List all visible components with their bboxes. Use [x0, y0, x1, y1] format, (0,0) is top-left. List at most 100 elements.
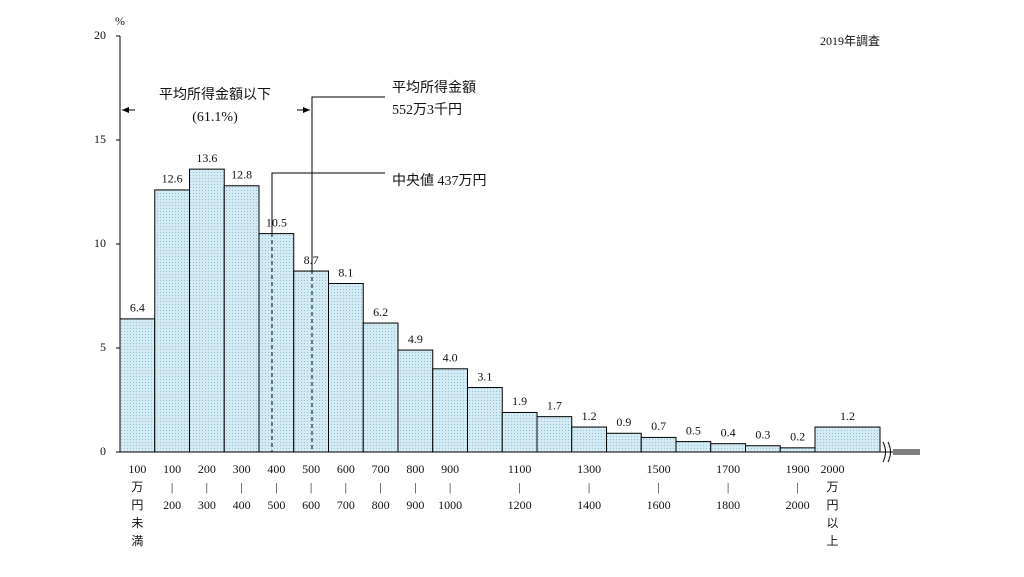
- median-label: 中央値 437万円: [392, 173, 487, 189]
- x-tick-label: 400: [267, 462, 285, 476]
- x-tick-label: 500: [267, 498, 285, 512]
- value-label: 0.5: [686, 423, 701, 437]
- bar: [536, 416, 573, 453]
- value-label: 13.6: [196, 151, 217, 165]
- x-tick-label: 1200: [508, 498, 532, 512]
- x-tick-label: 500: [302, 462, 320, 476]
- x-tick-label: 1600: [647, 498, 671, 512]
- bar: [189, 168, 225, 453]
- x-tick-label: |: [310, 480, 312, 494]
- value-label: 12.8: [231, 168, 252, 182]
- bar: [397, 349, 434, 453]
- bar: [432, 368, 468, 453]
- x-tick-label: 600: [302, 498, 320, 512]
- bar: [119, 318, 156, 453]
- y-tick-label: 20: [94, 28, 106, 42]
- x-tick-label: 円: [131, 498, 143, 512]
- value-label: 6.2: [373, 305, 388, 319]
- value-label: 0.7: [651, 419, 666, 433]
- y-tick-label: 0: [100, 444, 106, 458]
- x-tick-label: |: [657, 480, 659, 494]
- x-tick-label: 200: [163, 498, 181, 512]
- x-tick-label: 100: [163, 462, 181, 476]
- below-mean-label: 平均所得金額以下: [159, 86, 271, 103]
- x-tick-label: 1800: [716, 498, 740, 512]
- x-tick-label: 未: [131, 516, 143, 530]
- x-tick-label: 以: [826, 516, 838, 530]
- x-tick-label: 900: [441, 462, 459, 476]
- bar: [293, 270, 329, 453]
- value-label: 12.6: [162, 172, 183, 186]
- axis-break: [880, 441, 920, 463]
- y-tick-label: 5: [100, 340, 106, 354]
- value-label: 1.9: [512, 394, 527, 408]
- x-tick-label: |: [206, 480, 208, 494]
- x-tick-label: 700: [337, 498, 355, 512]
- x-tick-label: |: [379, 480, 381, 494]
- x-tick-label: |: [275, 480, 277, 494]
- median-leader: [271, 172, 385, 233]
- x-tick-label: 2000: [786, 498, 810, 512]
- value-label: 0.2: [790, 430, 805, 444]
- y-axis-label: %: [115, 14, 125, 28]
- y-tick-label: 10: [94, 236, 106, 250]
- mean-label: 平均所得金額: [392, 79, 476, 96]
- value-label: 4.0: [443, 351, 458, 365]
- x-tick-label: 2000: [821, 462, 845, 476]
- x-tick-label: |: [240, 480, 242, 494]
- x-tick-label: |: [588, 480, 590, 494]
- mean-leader: [311, 96, 385, 270]
- value-label: 1.2: [582, 409, 597, 423]
- bar: [745, 445, 781, 453]
- x-tick-label: 600: [337, 462, 355, 476]
- x-tick-label: |: [727, 480, 729, 494]
- value-label: 0.3: [755, 428, 770, 442]
- y-tick-label: 15: [94, 132, 106, 146]
- bar: [154, 189, 190, 453]
- x-tick-label: 300: [233, 462, 251, 476]
- x-tick-label: 300: [198, 498, 216, 512]
- x-tick-label: |: [345, 480, 347, 494]
- bar: [779, 447, 816, 453]
- x-tick-label: 1300: [577, 462, 601, 476]
- x-tick-label: 円: [826, 498, 838, 512]
- x-tick-label: |: [449, 480, 451, 494]
- bar: [258, 233, 295, 453]
- value-label: 3.1: [477, 369, 492, 383]
- bar: [467, 387, 503, 453]
- value-label: 1.7: [547, 398, 562, 412]
- x-tick-label: 上: [826, 534, 838, 548]
- value-label: 10.5: [266, 215, 287, 229]
- mean-value: 552万3千円: [392, 102, 462, 118]
- x-tick-label: 1400: [577, 498, 601, 512]
- survey-note: 2019年調査: [820, 34, 880, 48]
- bar: [501, 411, 538, 453]
- value-label: 6.4: [130, 301, 145, 315]
- value-label: 8.1: [338, 265, 353, 279]
- value-label: 1.2: [840, 409, 855, 423]
- x-tick-label: 800: [372, 498, 390, 512]
- x-tick-label: 1100: [508, 462, 532, 476]
- x-tick-label: 800: [406, 462, 424, 476]
- x-tick-label: 満: [131, 534, 143, 548]
- x-tick-label: 万: [131, 480, 143, 494]
- bar: [606, 432, 642, 453]
- value-label: 4.9: [408, 332, 423, 346]
- x-tick-label: 1000: [438, 498, 462, 512]
- x-tick-label: 700: [372, 462, 390, 476]
- x-tick-label: 1500: [647, 462, 671, 476]
- bar: [223, 185, 260, 453]
- below-mean-share: (61.1%): [192, 110, 238, 125]
- x-tick-label: 200: [198, 462, 216, 476]
- x-tick-label: 100: [128, 462, 146, 476]
- x-tick-label: |: [796, 480, 798, 494]
- x-tick-label: |: [171, 480, 173, 494]
- x-tick-label: 1700: [716, 462, 740, 476]
- value-label: 0.9: [616, 415, 631, 429]
- bar: [814, 426, 881, 453]
- bar: [710, 443, 746, 453]
- x-tick-label: |: [414, 480, 416, 494]
- bar: [571, 426, 607, 453]
- value-label: 8.7: [304, 253, 319, 267]
